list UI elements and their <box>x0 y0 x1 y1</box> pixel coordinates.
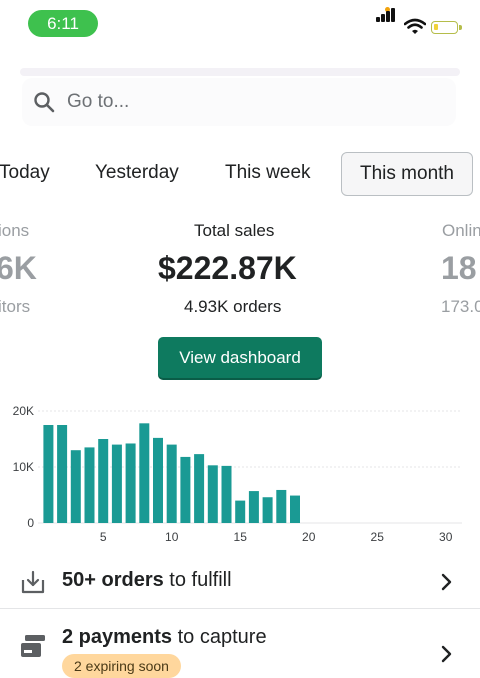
chart-bar <box>70 450 81 523</box>
chart-bar <box>43 425 54 523</box>
chart-bar <box>84 447 95 523</box>
chart-bar <box>98 439 109 523</box>
search-icon <box>34 92 55 113</box>
download-box-icon <box>21 570 45 594</box>
row-divider <box>0 608 480 609</box>
total-sales-value: $222.87K <box>158 250 297 286</box>
chart-bar <box>57 425 68 523</box>
tab-this-month[interactable]: This month <box>341 152 473 196</box>
chart-bar <box>125 443 136 523</box>
expiring-soon-badge: 2 expiring soon <box>62 654 181 678</box>
chart-bar <box>207 465 218 523</box>
x-tick-label: 30 <box>439 530 453 544</box>
sessions-label: ions <box>0 221 30 240</box>
payments-to-capture-label: 2 payments to capture <box>62 626 267 649</box>
chart-bar <box>166 444 177 523</box>
view-dashboard-button[interactable]: View dashboard <box>158 337 322 378</box>
chart-bar <box>248 491 259 523</box>
payments-to-capture-row[interactable]: 2 payments to capture <box>0 620 480 667</box>
status-bar: 6:11 <box>0 0 480 48</box>
tab-yesterday[interactable]: Yesterday <box>95 162 179 183</box>
chart-x-axis: 5 10 15 20 25 30 <box>100 530 453 544</box>
status-time: 6:11 <box>28 10 98 37</box>
wifi-icon <box>404 18 426 34</box>
online-label: Onlin <box>442 221 480 240</box>
chart-bar <box>180 456 191 523</box>
credit-card-icon <box>21 635 45 657</box>
chart-bar <box>276 489 287 523</box>
x-tick-label: 5 <box>100 530 107 544</box>
tab-this-week[interactable]: This week <box>225 162 311 183</box>
online-sub: 173.0 <box>441 297 480 316</box>
orders-count-text: 50+ orders <box>62 569 164 591</box>
visitors-label: itors <box>0 297 31 316</box>
payments-count-text: 2 payments <box>62 626 173 648</box>
orders-suffix-text: to fulfill <box>163 569 232 591</box>
battery-icon <box>431 21 462 34</box>
sessions-value: 6K <box>0 250 37 286</box>
orders-count: 4.93K orders <box>184 297 282 316</box>
chart-bar <box>111 444 122 523</box>
payments-suffix-text: to capture <box>172 626 267 648</box>
x-tick-label: 20 <box>302 530 316 544</box>
chevron-right-icon <box>441 645 452 663</box>
search-input[interactable]: Go to... <box>22 78 456 126</box>
total-sales-label: Total sales <box>194 221 275 240</box>
sales-bar-chart: 0 10K 20K 5 10 15 20 25 30 <box>13 404 462 544</box>
chart-bars <box>43 423 300 523</box>
orders-to-fulfill-label: 50+ orders to fulfill <box>62 569 232 592</box>
orders-to-fulfill-row[interactable]: 50+ orders to fulfill <box>0 563 480 603</box>
chart-bar <box>290 495 300 523</box>
header-blur <box>20 68 460 76</box>
search-placeholder: Go to... <box>67 91 130 112</box>
chart-bar <box>221 465 232 523</box>
chart-bar <box>194 454 205 523</box>
date-range-tabs: Today Yesterday This week This month <box>0 152 480 196</box>
chart-bar <box>139 423 150 523</box>
y-tick-label: 20K <box>13 404 34 418</box>
tab-today[interactable]: Today <box>0 162 50 183</box>
chart-bar <box>153 437 163 523</box>
x-tick-label: 10 <box>165 530 179 544</box>
online-value: 18 <box>441 250 477 286</box>
x-tick-label: 25 <box>371 530 385 544</box>
chart-bar <box>262 497 273 523</box>
x-tick-label: 15 <box>234 530 248 544</box>
mic-indicator-dot <box>385 7 390 12</box>
chart-y-axis: 0 10K 20K <box>13 404 35 530</box>
chevron-right-icon <box>441 573 452 591</box>
y-tick-label: 0 <box>27 516 34 530</box>
chart-bar <box>235 500 246 523</box>
y-tick-label: 10K <box>13 460 34 474</box>
